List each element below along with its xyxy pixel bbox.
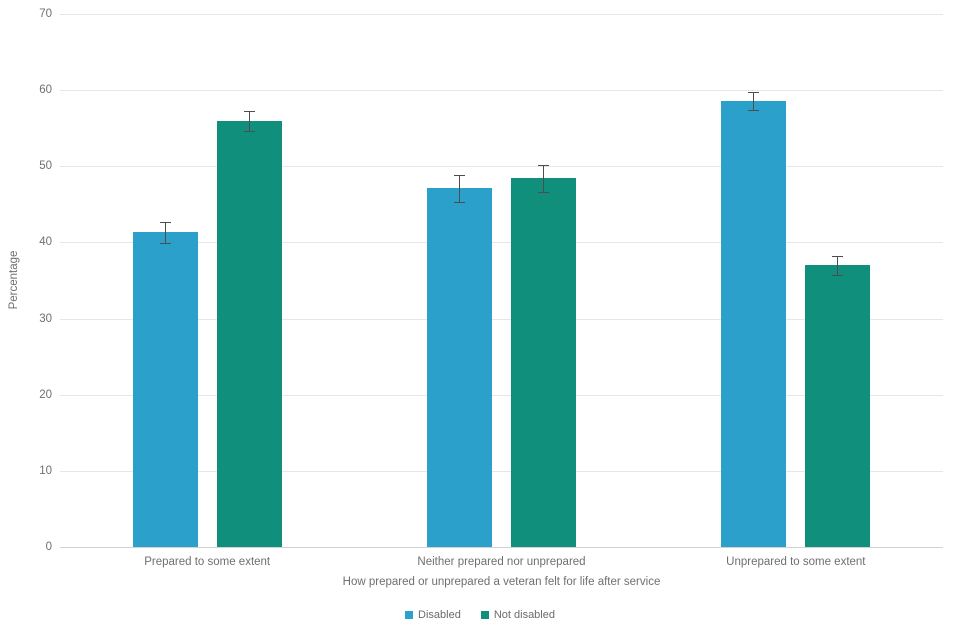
y-tick-label: 40 (39, 236, 52, 249)
bar[interactable] (511, 177, 576, 547)
error-bar (243, 110, 255, 133)
y-tick-label: 10 (39, 464, 52, 477)
x-category-label: Unprepared to some extent (726, 556, 866, 568)
gridline (60, 14, 943, 15)
y-tick-label: 20 (39, 388, 52, 401)
legend: Disabled Not disabled (0, 609, 960, 621)
y-tick-label: 70 (39, 8, 52, 20)
bar[interactable] (721, 100, 787, 547)
gridline (60, 242, 943, 244)
bar[interactable] (216, 120, 282, 547)
gridline (60, 394, 943, 396)
x-category-label: Neither prepared nor unprepared (417, 556, 586, 568)
legend-item[interactable]: Disabled (405, 609, 461, 621)
error-bar (748, 92, 760, 112)
gridline (60, 318, 943, 320)
gridline (60, 166, 943, 168)
x-category-label: Prepared to some extent (144, 556, 271, 568)
y-tick-label: 60 (39, 84, 52, 97)
y-tick-label: 50 (39, 160, 52, 173)
x-axis-line (60, 547, 943, 548)
legend-swatch-icon (405, 611, 414, 619)
gridline (60, 470, 943, 472)
y-tick-label: 30 (39, 312, 52, 325)
bar[interactable] (427, 187, 492, 547)
error-bar (538, 164, 549, 193)
error-bar (832, 256, 844, 277)
legend-label: Not disabled (493, 609, 555, 621)
gridline (60, 90, 943, 92)
x-axis-title: How prepared or unprepared a veteran fel… (342, 576, 661, 588)
error-bar (454, 174, 465, 203)
bar[interactable] (805, 265, 871, 547)
y-tick-label: 0 (45, 541, 52, 553)
legend-item[interactable]: Not disabled (480, 609, 555, 621)
error-bar (159, 221, 171, 244)
bar[interactable] (132, 231, 198, 547)
legend-label: Disabled (418, 609, 461, 621)
legend-swatch-icon (480, 611, 489, 619)
